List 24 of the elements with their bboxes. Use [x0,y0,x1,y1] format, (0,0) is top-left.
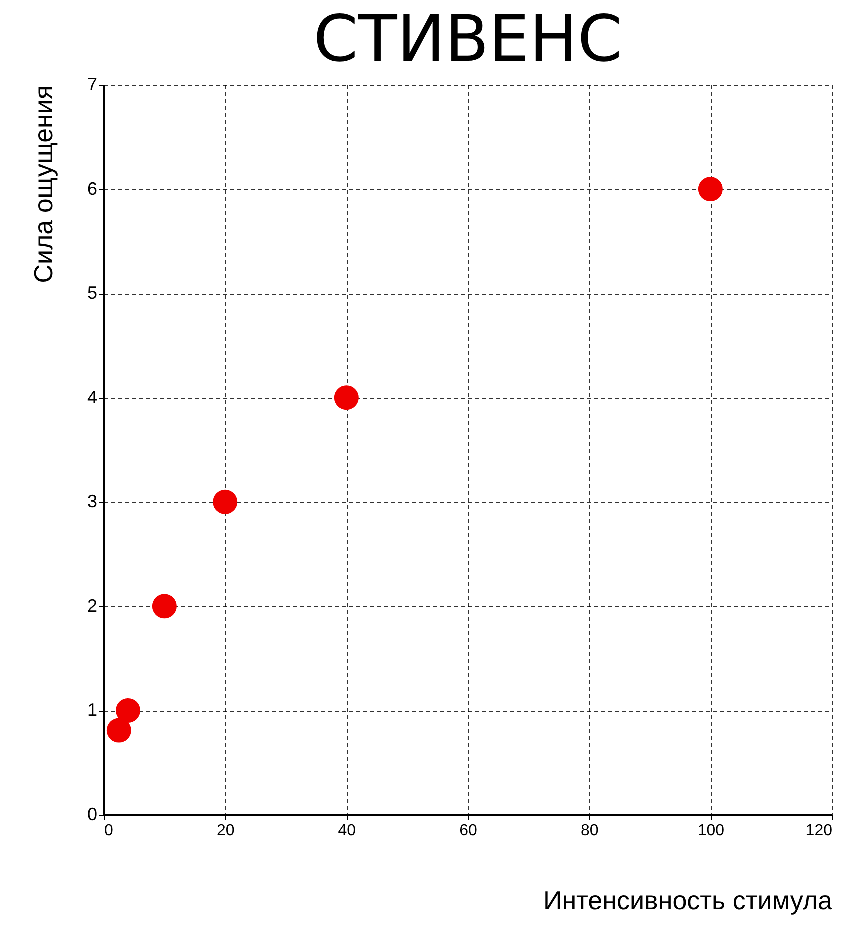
point [213,490,238,514]
point [116,698,141,723]
x-tick-label: 20 [216,822,235,840]
y-tick-label: 3 [87,492,98,512]
y-tick-label: 0 [87,804,98,824]
y-tick-label: 1 [87,700,98,720]
y-axis-title: Сила ощущения [28,86,58,284]
x-axis-title: Интенсивность стимула [544,886,834,916]
y-tick-label: 6 [87,178,98,199]
y-tick-label: 7 [87,74,98,94]
y-tick-label: 2 [87,596,98,616]
point [334,386,359,410]
point [106,718,132,743]
point [152,594,177,619]
x-tick-label: 40 [338,822,356,840]
point [698,177,723,202]
chart-title: СТИВЕНС [314,3,622,77]
x-tick-label: 0 [104,822,114,840]
x-tick-label: 80 [580,822,599,840]
x-tick-label: 60 [460,822,478,840]
x-tick-label: 100 [698,822,725,840]
x-tick-label: 120 [806,822,833,840]
y-tick-label: 4 [87,387,98,408]
y-tick-label: 5 [87,283,98,304]
